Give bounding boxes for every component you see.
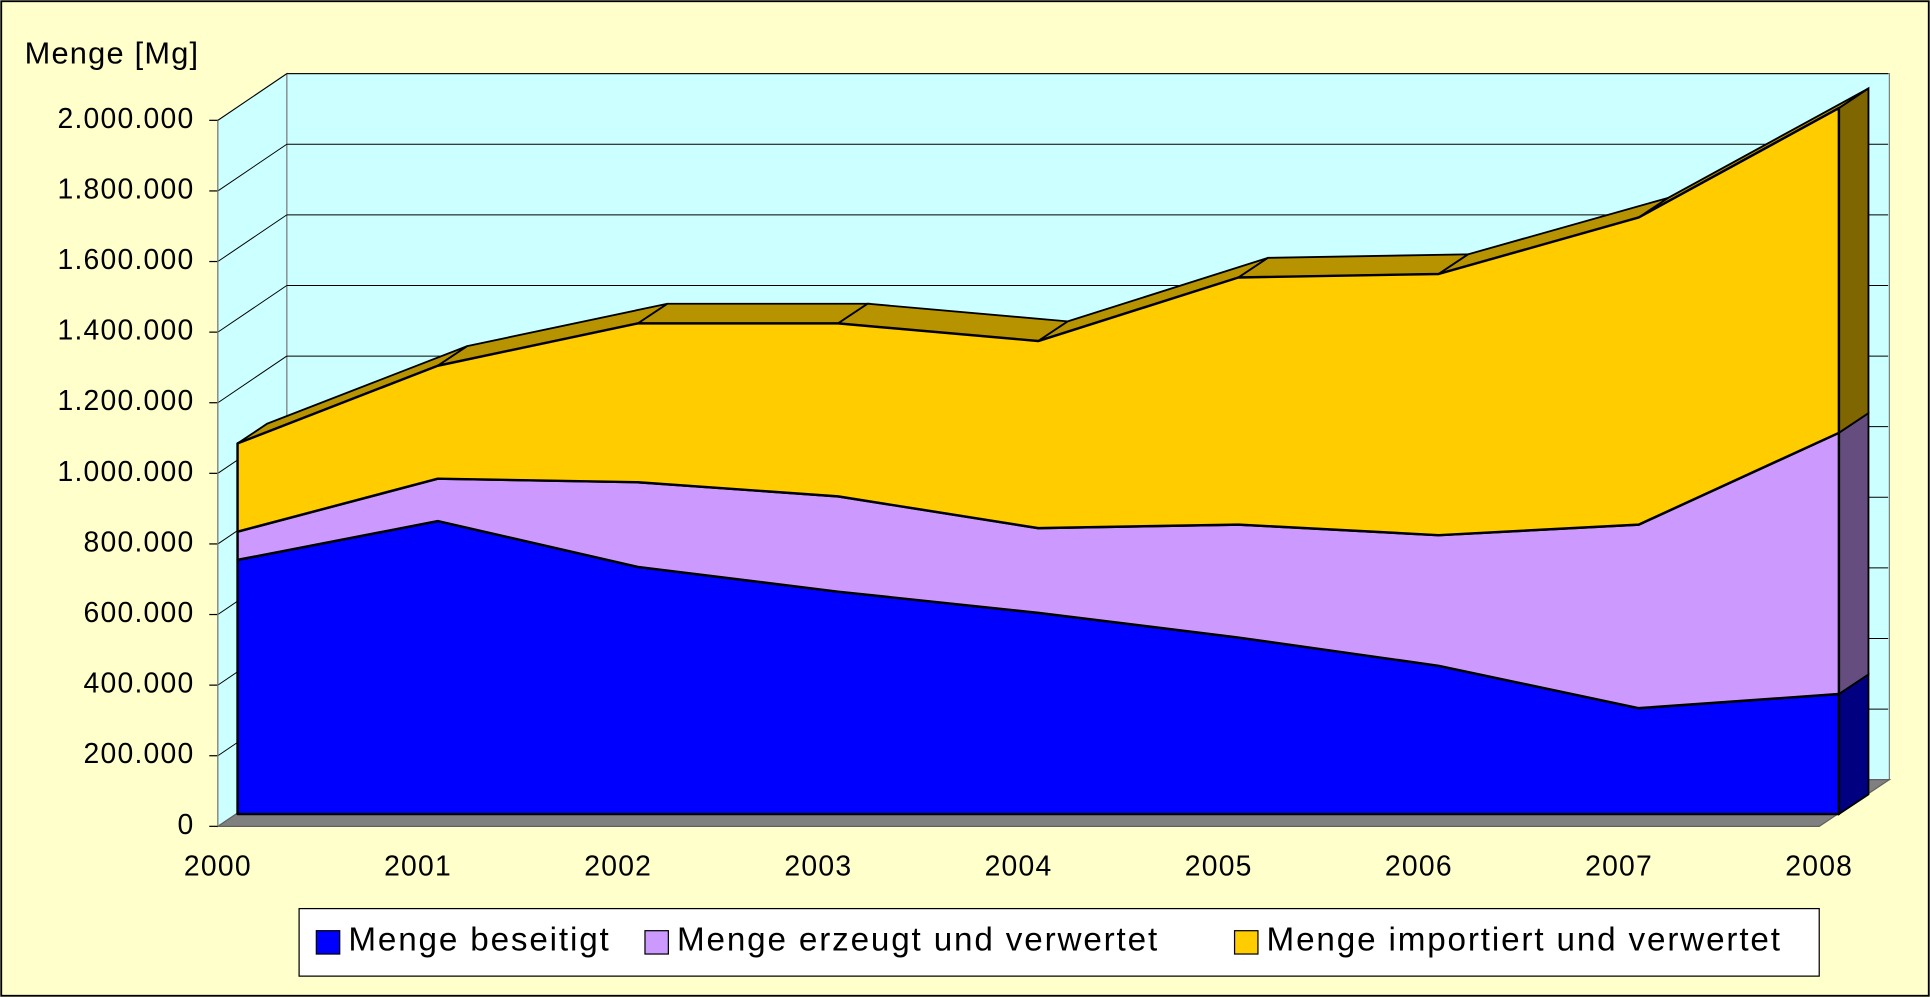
y-tick-label: 1.800.000 — [57, 172, 194, 204]
y-tick-label: 1.400.000 — [57, 314, 194, 346]
legend-items: Menge beseitigt Menge erzeugt und verwert… — [315, 922, 1782, 959]
legend — [298, 907, 1820, 977]
area-side — [1837, 411, 1870, 696]
area — [236, 106, 1841, 537]
legend-label: Menge erzeugt und verwertet — [677, 922, 1159, 959]
x-tick-label: 2003 — [784, 850, 852, 882]
x-tick-label: 2000 — [184, 850, 252, 882]
y-tick-label: 400.000 — [84, 667, 195, 699]
y-tick-label: 1.000.000 — [57, 455, 194, 487]
x-tick-label: 2002 — [584, 850, 652, 882]
grid-line — [217, 214, 288, 262]
y-tick-label: 600.000 — [84, 596, 195, 628]
area-top — [634, 302, 871, 325]
legend-swatch — [1233, 930, 1259, 955]
y-axis-title: Menge [Mg] — [25, 35, 200, 70]
area-side — [1837, 672, 1870, 816]
legend-label: Menge beseitigt — [348, 922, 610, 959]
y-tick-label: 1.600.000 — [57, 243, 194, 275]
x-tick-label: 2005 — [1185, 850, 1253, 882]
x-tick-label: 2007 — [1585, 850, 1653, 882]
legend-swatch — [315, 930, 341, 955]
legend-label: Menge importiert und verwertet — [1267, 922, 1782, 959]
grid-line — [217, 285, 288, 333]
y-tick-label: 2.000.000 — [57, 102, 194, 134]
x-tick-label: 2004 — [985, 850, 1053, 882]
grid-line — [217, 73, 288, 121]
y-tick-label: 1.200.000 — [57, 384, 194, 416]
legend-swatch — [644, 930, 669, 955]
y-tick-label: 200.000 — [84, 737, 195, 769]
x-tick-label: 2006 — [1385, 850, 1453, 882]
y-tick-label: 800.000 — [84, 525, 195, 557]
x-tick-label: 2008 — [1785, 850, 1853, 882]
grid-line — [217, 355, 288, 404]
x-tick-label: 2001 — [384, 850, 452, 882]
grid-line — [217, 143, 288, 192]
marks — [236, 86, 1870, 816]
y-tick-label: 0 — [178, 808, 195, 840]
area-side — [1837, 86, 1870, 435]
